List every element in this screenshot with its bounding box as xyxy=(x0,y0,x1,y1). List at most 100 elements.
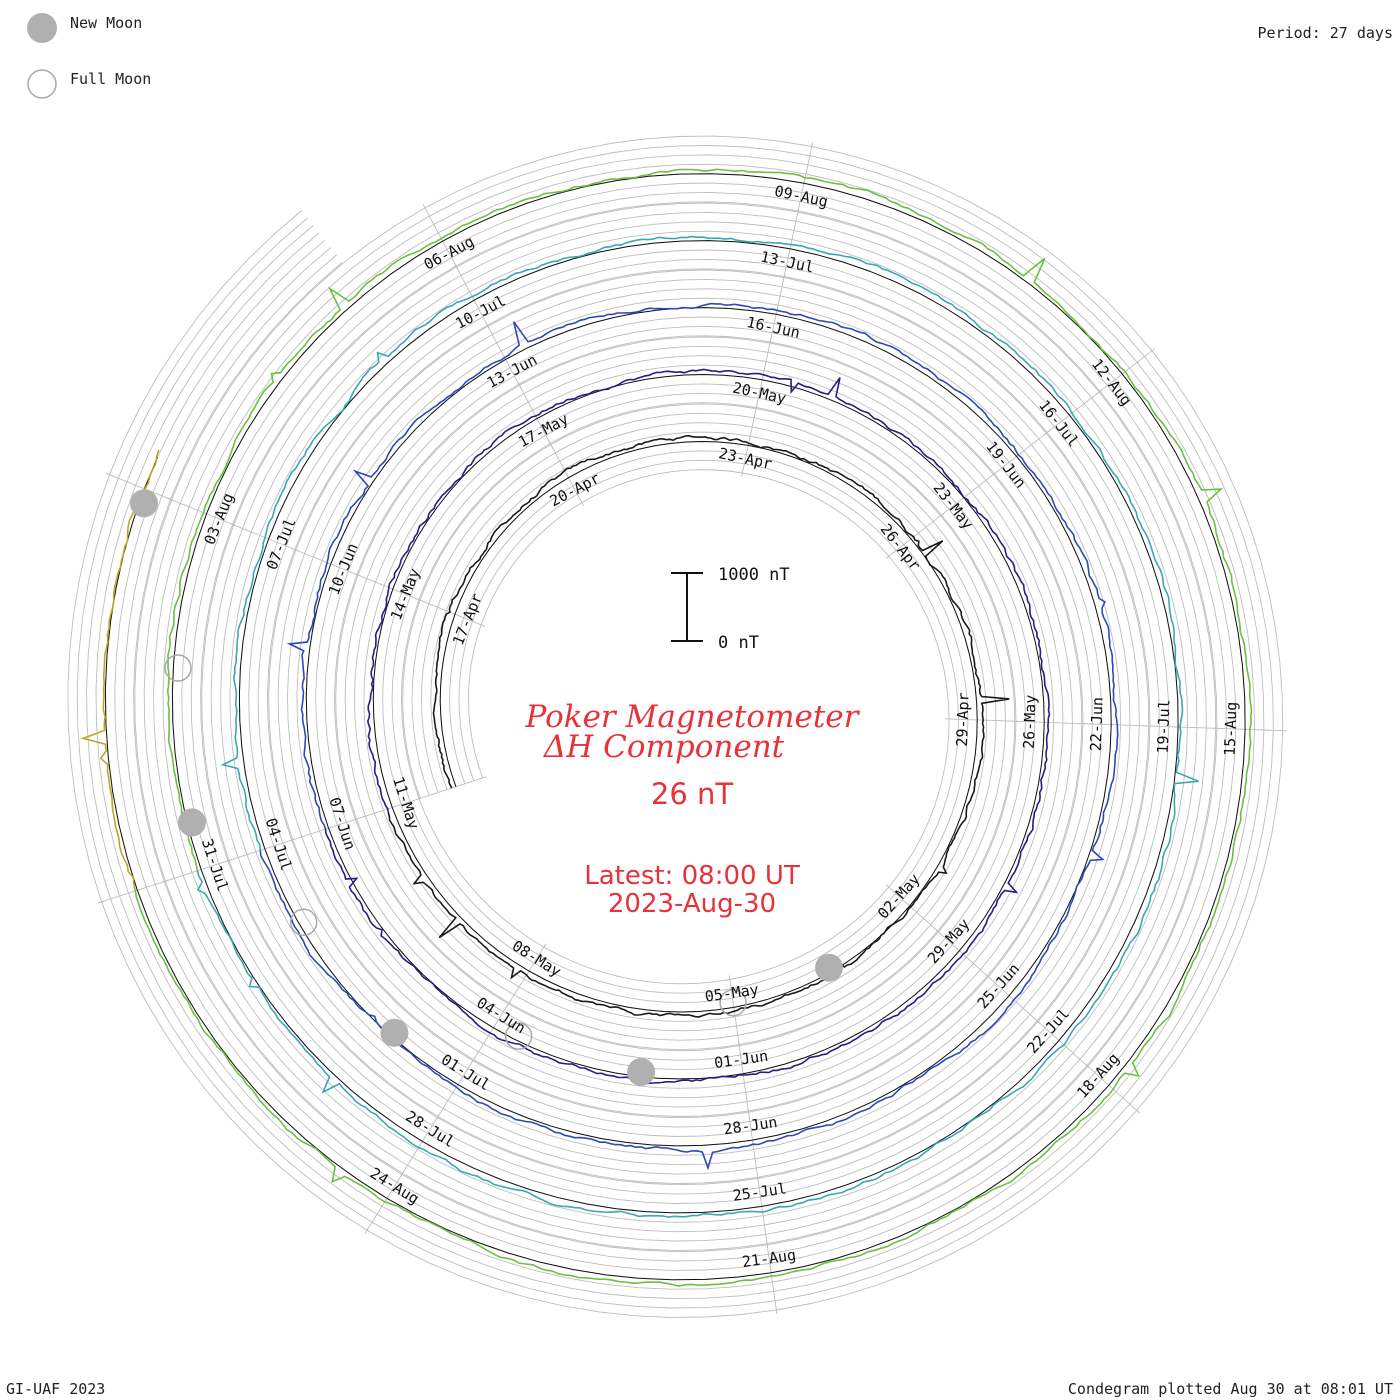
new-moon-marker xyxy=(627,1058,656,1086)
spiral-spokes xyxy=(97,142,1287,1315)
credit-label: GI-UAF 2023 xyxy=(6,1380,105,1398)
scale-bar: 1000 nT 0 nT xyxy=(671,565,790,653)
period-label: Period: 27 days xyxy=(1258,24,1393,42)
grid-spoke xyxy=(1084,1063,1141,1114)
chart-title-line1: Poker Magnetometer xyxy=(525,699,861,735)
date-label: 26-May xyxy=(1020,694,1040,749)
date-label: 02-May xyxy=(874,870,924,922)
new-moon-marker xyxy=(815,953,843,982)
grid-spoke xyxy=(400,1113,440,1177)
date-label: 17-Apr xyxy=(449,591,486,648)
date-label: 22-Jun xyxy=(1087,697,1107,752)
moon-markers xyxy=(130,489,843,1086)
latest-date: 2023-Aug-30 xyxy=(608,889,776,919)
date-label: 11-May xyxy=(389,774,423,831)
trace-segment xyxy=(134,168,1253,1287)
date-label: 18-Aug xyxy=(1073,1049,1123,1101)
grid-spoke xyxy=(945,718,1019,722)
date-label: 01-Jun xyxy=(713,1047,769,1072)
full-moon-marker xyxy=(719,988,747,1017)
date-label: 19-Jul xyxy=(1154,699,1174,754)
new-moon-marker xyxy=(380,1018,409,1047)
chart-title-line2: ΔH Component xyxy=(543,729,785,765)
grid-spoke xyxy=(756,1174,769,1248)
plotted-label: Condegram plotted Aug 30 at 08:01 UT xyxy=(1068,1380,1393,1398)
grid-spoke xyxy=(885,512,945,560)
date-label: 01-Jul xyxy=(438,1050,493,1094)
date-label: 29-Apr xyxy=(953,692,973,747)
current-value: 26 nT xyxy=(651,777,733,811)
grid-spiral-line xyxy=(114,182,1237,1271)
date-label: 04-Jul xyxy=(262,816,296,873)
date-label: 31-Jul xyxy=(198,836,232,893)
new-moon-legend-icon xyxy=(27,13,57,43)
grid-spoke xyxy=(517,381,553,448)
new-moon-legend-label: New Moon xyxy=(70,14,142,32)
grid-spoke xyxy=(161,859,232,883)
trace-segment xyxy=(387,434,1010,1018)
grid-spoke xyxy=(1043,389,1103,436)
grid-spoke xyxy=(766,1240,778,1315)
grid-spoke xyxy=(885,884,941,935)
grid-spoke xyxy=(435,1057,476,1121)
scale-bottom-label: 0 nT xyxy=(718,633,759,653)
grid-spoke xyxy=(485,322,522,389)
grid-spiral-line xyxy=(86,154,1265,1300)
date-label: 16-Jun xyxy=(745,313,802,342)
legend: New Moon Full Moon xyxy=(27,13,151,99)
baseline-spiral xyxy=(104,173,1246,1281)
grid-spiral-line xyxy=(95,163,1255,1290)
full-moon-marker xyxy=(289,908,318,937)
grid-spoke xyxy=(984,973,1041,1024)
date-label: 09-Aug xyxy=(773,182,830,211)
date-label: 21-Aug xyxy=(741,1246,797,1271)
grid-spiral-line xyxy=(123,191,1227,1262)
grid-spoke xyxy=(741,404,758,477)
grid-spoke xyxy=(167,497,237,527)
grid-spoke xyxy=(738,1041,750,1115)
full-moon-legend-label: Full Moon xyxy=(70,70,151,88)
grid-spiral-line xyxy=(76,145,1274,1309)
grid-spoke xyxy=(471,1000,511,1064)
date-label: 14-May xyxy=(387,566,424,623)
date-label: 25-Jun xyxy=(974,960,1024,1012)
grid-spoke xyxy=(1078,723,1153,727)
latest-time: Latest: 08:00 UT xyxy=(584,861,800,891)
grid-spoke xyxy=(422,204,459,270)
trace-segment xyxy=(196,235,1199,1218)
date-label: 20-May xyxy=(731,379,788,408)
new-moon-marker xyxy=(178,808,206,837)
grid-spoke xyxy=(288,817,360,842)
date-label: 29-May xyxy=(924,915,974,967)
magnetometer-trace xyxy=(80,168,1253,1287)
grid-spiral-line xyxy=(67,135,1284,1318)
date-label: 22-Jul xyxy=(1023,1005,1073,1057)
full-moon-legend-icon xyxy=(27,69,57,99)
grid-spoke xyxy=(548,440,584,507)
full-moon-marker xyxy=(164,654,192,682)
date-label: 25-Jul xyxy=(732,1179,788,1204)
grid-spoke xyxy=(1034,1018,1091,1069)
grid-spoke xyxy=(292,548,361,577)
date-label: 28-Jun xyxy=(722,1113,778,1138)
grid-spoke xyxy=(105,472,175,502)
date-label: 05-May xyxy=(704,980,760,1005)
grid-spoke xyxy=(938,471,997,518)
grid-spoke xyxy=(97,879,169,904)
grid-spiral-line xyxy=(133,201,1218,1253)
grid-spoke xyxy=(728,975,741,1049)
trace-segment xyxy=(259,302,1119,1171)
grid-spoke xyxy=(1145,725,1220,729)
grid-spoke xyxy=(229,522,299,552)
date-label: 13-Jul xyxy=(759,248,816,277)
grid-spoke xyxy=(991,430,1050,477)
new-moon-marker xyxy=(130,489,158,518)
trace-segment xyxy=(80,449,160,892)
date-label: 04-Jun xyxy=(473,993,528,1037)
date-label: 15-Aug xyxy=(1221,701,1241,756)
scale-top-label: 1000 nT xyxy=(718,565,790,585)
trace-segment xyxy=(324,368,1051,1085)
full-moon-marker xyxy=(504,1022,533,1050)
date-label: 03-Aug xyxy=(201,490,238,547)
